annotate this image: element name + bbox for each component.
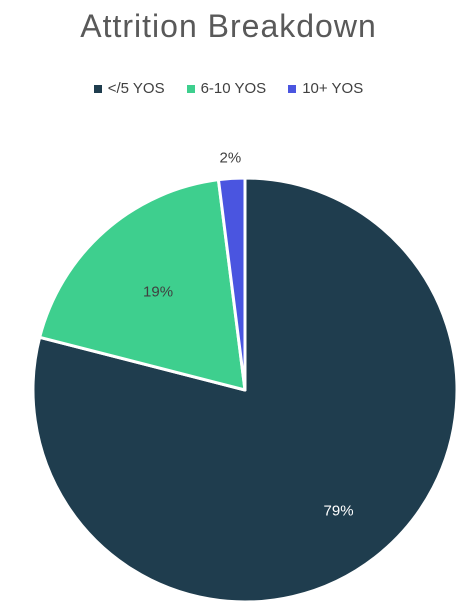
slice-label-6-10: 19% — [143, 283, 173, 300]
slice-label-10plus: 2% — [220, 149, 242, 166]
legend-label-lt5: </5 YOS — [107, 80, 165, 97]
legend-swatch-10plus — [288, 84, 297, 93]
legend-item-10plus: 10+ YOS — [288, 80, 363, 97]
legend-swatch-6-10 — [186, 84, 195, 93]
legend-item-lt5: </5 YOS — [93, 80, 165, 97]
slice-label-lt5: 79% — [324, 503, 354, 520]
pie-slice-6-10 — [38, 178, 247, 392]
chart-title: Attrition Breakdown — [80, 8, 377, 44]
pie-slice-10plus — [216, 176, 247, 392]
legend-swatch-lt5 — [93, 84, 102, 93]
legend-label-10plus: 10+ YOS — [302, 80, 364, 97]
legend: </5 YOS 6-10 YOS 10+ YOS — [0, 80, 457, 97]
legend-label-6-10: 6-10 YOS — [200, 80, 267, 97]
legend-item-6-10: 6-10 YOS — [186, 80, 267, 97]
